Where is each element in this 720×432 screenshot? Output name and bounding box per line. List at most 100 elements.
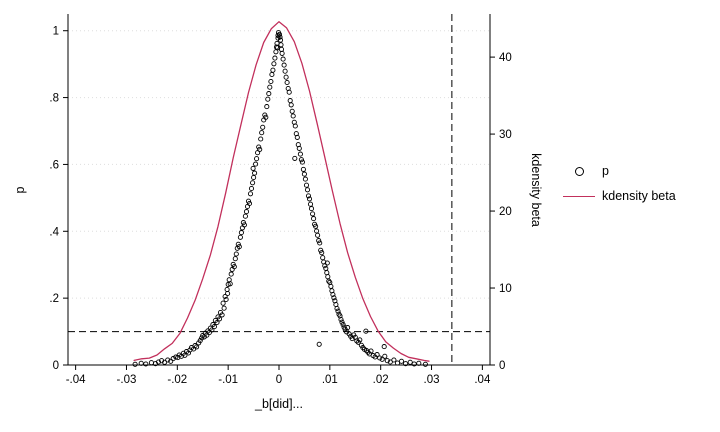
scatter-point	[296, 145, 302, 151]
scatter-point	[277, 37, 284, 43]
scatter-point	[317, 240, 323, 246]
scatter-point	[216, 316, 223, 322]
scatter-point	[298, 157, 304, 163]
scatter-point	[246, 200, 253, 207]
scatter-point	[326, 278, 332, 284]
scatter-point	[252, 170, 258, 176]
scatter-point	[269, 71, 275, 78]
scatter-point	[220, 300, 226, 306]
scatter-point	[278, 46, 285, 52]
scatter-point	[339, 319, 345, 325]
scatter-point	[330, 291, 336, 298]
scatter-point	[324, 260, 330, 266]
scatter-point	[227, 281, 233, 287]
scatter-point	[143, 361, 149, 367]
scatter-point	[268, 78, 274, 85]
y-left-tick-label: .4	[49, 226, 59, 238]
scatter-point	[354, 338, 360, 344]
scatter-point	[292, 123, 298, 129]
x-tick-label: 0	[276, 374, 282, 386]
scatter-point	[382, 353, 388, 359]
x-tick-label: .01	[322, 374, 338, 386]
scatter-point	[300, 166, 306, 172]
y-right-tick-label: 0	[499, 360, 505, 372]
scatter-point	[289, 108, 295, 114]
scatter-point	[282, 68, 288, 74]
marker-box	[562, 166, 596, 176]
scatter-point	[278, 42, 284, 48]
y-right-tick-label: 10	[499, 283, 512, 295]
y-right-tick-label: 20	[499, 206, 512, 218]
scatter-point	[335, 308, 341, 314]
scatter-point	[287, 98, 293, 104]
scatter-point	[286, 89, 292, 95]
scatter-point	[357, 337, 363, 343]
scatter-point	[223, 296, 229, 303]
scatter-point	[280, 56, 286, 62]
legend-label-p: p	[602, 164, 609, 178]
scatter-point	[307, 201, 314, 207]
scatter-point	[334, 305, 340, 312]
x-tick-label: -.03	[117, 374, 137, 386]
scatter-point	[259, 130, 265, 136]
scatter-point	[235, 241, 241, 247]
scatter-point	[345, 325, 351, 331]
legend-item-kdensity: kdensity beta	[562, 189, 676, 203]
scatter-point	[363, 328, 369, 334]
scatter-point	[301, 171, 307, 177]
scatter-point	[281, 62, 287, 68]
scatter-point	[305, 193, 312, 199]
scatter-point	[320, 255, 326, 261]
x-tick-label: -.02	[167, 374, 187, 386]
x-tick-label: .03	[424, 374, 440, 386]
scatter-point	[243, 209, 250, 215]
scatter-point	[257, 146, 263, 152]
scatter-point	[221, 305, 227, 311]
scatter-point	[325, 274, 331, 280]
scatter-point	[315, 232, 321, 238]
legend-label-kdensity: kdensity beta	[602, 189, 676, 203]
scatter-point	[327, 279, 333, 285]
scatter-point	[272, 55, 278, 61]
scatter-point	[170, 356, 176, 362]
scatter-point	[368, 348, 374, 354]
scatter-point	[148, 360, 154, 366]
scatter-point	[228, 271, 234, 277]
scatter-point	[297, 151, 303, 157]
y-axis-title-right: kdensity beta	[529, 153, 543, 227]
x-tick-label: .04	[474, 374, 491, 386]
scatter-point	[267, 84, 273, 90]
scatter-point	[233, 251, 239, 257]
scatter-point	[192, 343, 198, 349]
scatter-point	[403, 361, 409, 367]
scatter-point	[194, 344, 200, 350]
scatter-point	[168, 358, 174, 364]
x-tick-label: -.01	[218, 374, 238, 386]
scatter-point	[232, 256, 238, 262]
x-tick-label: -.04	[66, 374, 86, 386]
scatter-point	[271, 61, 277, 67]
scatter-point	[381, 344, 387, 350]
scatter-point	[251, 174, 257, 181]
y-left-tick-label: 1	[53, 26, 59, 38]
scatter-point	[299, 159, 305, 165]
scatter-point	[231, 264, 237, 270]
scatter-point	[319, 250, 325, 256]
scatter-point	[411, 361, 417, 367]
scatter-point	[225, 290, 231, 297]
scatter-point	[165, 357, 171, 363]
scatter-point	[340, 322, 346, 328]
scatter-point	[224, 286, 230, 293]
scatter-point	[308, 206, 315, 212]
scatter-point	[209, 327, 215, 333]
scatter-point	[311, 216, 317, 222]
y-left-tick-label: .8	[49, 93, 59, 105]
scatter-point	[253, 161, 259, 167]
scatter-point	[338, 316, 344, 323]
scatter-point	[132, 361, 138, 367]
scatter-point	[237, 234, 243, 240]
y-left-tick-label: .2	[49, 293, 59, 305]
scatter-point	[313, 223, 319, 229]
